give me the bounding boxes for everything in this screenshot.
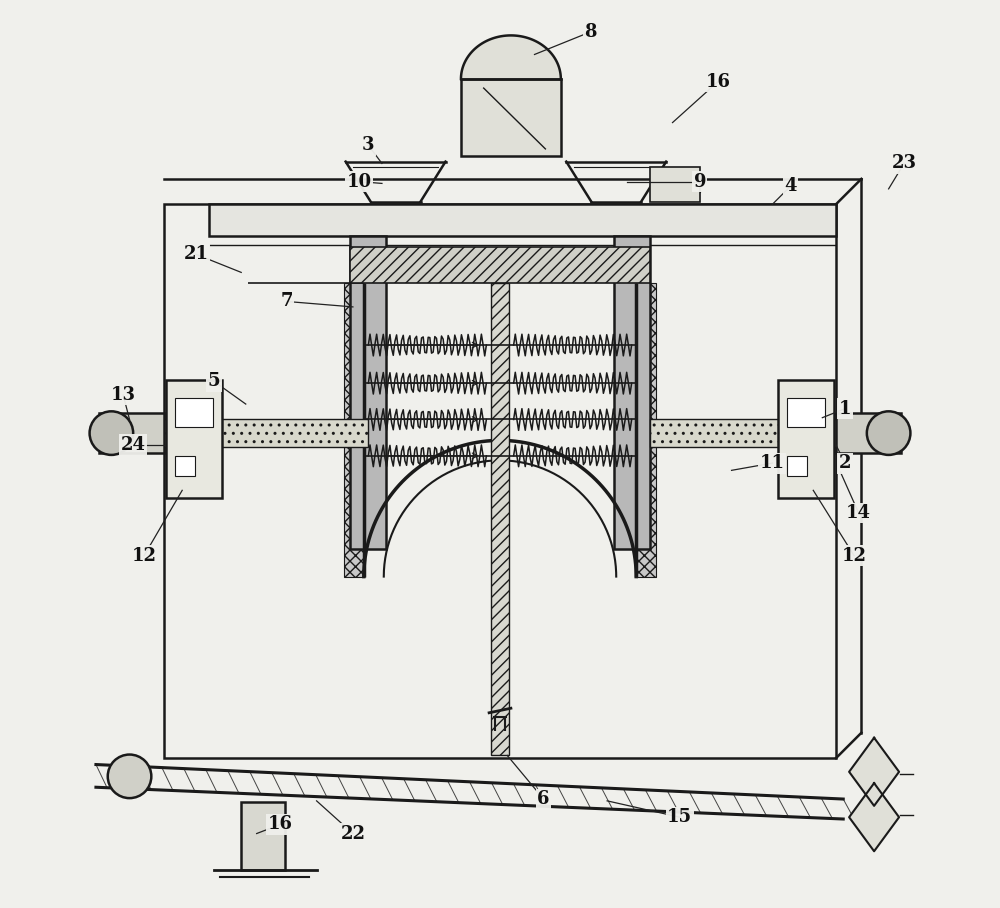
Text: 16: 16 [705, 73, 730, 91]
Text: 1: 1 [839, 400, 851, 418]
Bar [636, 283, 656, 577]
Text: 14: 14 [846, 504, 871, 522]
Circle shape [108, 755, 151, 798]
Text: 21: 21 [183, 245, 208, 263]
Text: 12: 12 [842, 547, 867, 565]
Bar [99, 413, 164, 453]
Text: 8: 8 [585, 23, 597, 41]
Text: 7: 7 [280, 292, 293, 311]
Text: 13: 13 [111, 386, 136, 404]
Bar [164, 419, 368, 447]
Bar [209, 204, 836, 236]
Bar [491, 283, 509, 755]
Bar [166, 380, 222, 498]
Text: 6: 6 [537, 790, 550, 808]
Circle shape [90, 411, 133, 455]
Polygon shape [849, 737, 899, 806]
Text: 11: 11 [760, 454, 785, 472]
Text: 22: 22 [340, 824, 365, 843]
Text: 24: 24 [121, 436, 146, 454]
Text: 12: 12 [132, 547, 157, 565]
Bar [175, 456, 195, 476]
Text: 23: 23 [892, 154, 917, 173]
Bar [241, 802, 285, 870]
Polygon shape [461, 35, 561, 79]
Text: 3: 3 [362, 136, 375, 154]
Bar [344, 283, 364, 577]
Text: 2: 2 [839, 454, 851, 472]
Text: 9: 9 [694, 173, 706, 191]
Bar [787, 456, 807, 476]
Bar [350, 236, 386, 549]
Bar [778, 380, 834, 498]
Bar [787, 398, 825, 427]
Bar [164, 204, 836, 758]
Text: 15: 15 [667, 808, 692, 826]
Bar [461, 79, 561, 156]
Bar [350, 247, 650, 283]
Bar [614, 236, 650, 549]
Text: 4: 4 [784, 177, 797, 195]
Circle shape [867, 411, 910, 455]
Polygon shape [849, 783, 899, 852]
Bar [175, 398, 213, 427]
Text: 10: 10 [347, 173, 372, 191]
Bar [836, 413, 901, 453]
Bar [650, 419, 836, 447]
Bar [650, 167, 700, 202]
Text: 16: 16 [268, 815, 293, 834]
Text: 5: 5 [208, 372, 220, 390]
